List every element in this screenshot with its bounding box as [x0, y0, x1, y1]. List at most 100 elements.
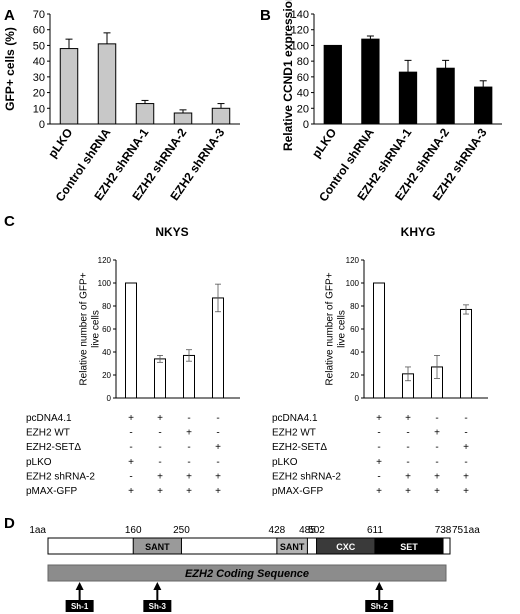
shrna-site-label: Sh-3 — [149, 602, 167, 611]
condition-sign: - — [129, 442, 132, 453]
y-tick-label: 0 — [39, 119, 45, 131]
y-tick-label: 60 — [350, 325, 359, 334]
condition-sign: + — [376, 486, 382, 497]
condition-sign: + — [128, 413, 134, 424]
shrna-site-box — [65, 600, 94, 612]
y-tick-label: 80 — [297, 56, 309, 68]
y-tick-label: 0 — [303, 119, 309, 131]
domain-box — [374, 537, 444, 555]
y-tick-label: 20 — [102, 371, 111, 380]
condition-sign: - — [216, 413, 219, 424]
chart-c-nkys: NKYS 0 20 40 60 80 100 120 Relative number of GF… — [26, 225, 240, 497]
panel-label-b: B — [260, 7, 271, 24]
y-tick-label: 10 — [33, 103, 45, 115]
condition-sign: + — [215, 471, 221, 482]
y-tick-label: 60 — [102, 325, 111, 334]
condition-sign: + — [157, 486, 163, 497]
domain-box — [132, 537, 182, 555]
condition-sign: - — [377, 471, 380, 482]
condition-sign: + — [463, 471, 469, 482]
position-label: 250 — [173, 525, 190, 536]
chart-title: NKYS — [155, 225, 188, 239]
y-axis-label: Relative number of GFP+live cells — [79, 272, 102, 385]
domain-label: SANT — [145, 542, 170, 552]
y-tick-label: 0 — [107, 394, 112, 403]
condition-sign: + — [186, 428, 192, 439]
y-axis-label: GFP+ cells (%) — [3, 27, 17, 111]
y-tick-label: 100 — [98, 279, 112, 288]
chart-title: KHYG — [401, 225, 436, 239]
coding-sequence-bar — [47, 564, 447, 582]
y-tick-label: 140 — [291, 9, 309, 21]
shrna-site-label: Sh-2 — [371, 602, 389, 611]
y-tick-label: 120 — [98, 256, 112, 265]
position-label: 160 — [125, 525, 142, 536]
y-tick-label: 20 — [297, 103, 309, 115]
y-tick-label: 20 — [350, 371, 359, 380]
condition-label: pLKO — [26, 457, 52, 468]
y-tick-label: 80 — [102, 302, 111, 311]
condition-sign: - — [158, 428, 161, 439]
condition-sign: + — [434, 428, 440, 439]
bar — [183, 354, 195, 399]
condition-sign: + — [434, 486, 440, 497]
condition-sign: + — [215, 486, 221, 497]
position-label: 485 — [299, 525, 316, 536]
position-label: 751aa — [452, 525, 480, 536]
position-label: 428 — [269, 525, 286, 536]
condition-sign: - — [158, 442, 161, 453]
condition-sign: - — [406, 457, 409, 468]
y-tick-label: 100 — [346, 279, 360, 288]
condition-label: pcDNA4.1 — [272, 413, 318, 424]
condition-sign: - — [158, 457, 161, 468]
condition-label: EZH2 shRNA-2 — [272, 471, 341, 482]
condition-label: EZH2 WT — [272, 428, 316, 439]
y-tick-label: 100 — [291, 40, 309, 52]
domain-label: CXC — [336, 542, 356, 552]
x-tick-label: pLKO — [45, 126, 75, 161]
condition-sign: + — [463, 486, 469, 497]
condition-sign: - — [464, 428, 467, 439]
condition-sign: + — [128, 457, 134, 468]
y-tick-label: 40 — [297, 88, 309, 100]
condition-sign: - — [464, 457, 467, 468]
condition-sign: - — [435, 442, 438, 453]
condition-sign: - — [435, 413, 438, 424]
position-label: 1aa — [29, 525, 46, 536]
condition-label: pcDNA4.1 — [26, 413, 72, 424]
condition-sign: + — [463, 442, 469, 453]
condition-sign: + — [128, 486, 134, 497]
condition-label: pMAX-GFP — [272, 486, 323, 497]
domain-label: SET — [400, 542, 418, 552]
x-tick-label: pLKO — [309, 126, 339, 161]
shrna-site-box — [143, 600, 172, 612]
bar — [436, 67, 455, 125]
y-axis-label: Relative CCND1 expressions — [281, 0, 295, 151]
domain-label: SANT — [280, 542, 305, 552]
y-tick-label: 120 — [291, 25, 309, 37]
domain-box — [276, 537, 308, 555]
condition-sign: - — [129, 428, 132, 439]
bar — [59, 48, 79, 125]
condition-sign: - — [377, 442, 380, 453]
bar — [212, 297, 224, 399]
bar — [173, 112, 193, 125]
y-tick-label: 40 — [102, 348, 111, 357]
condition-sign: - — [216, 428, 219, 439]
panel-label-a: A — [4, 7, 15, 24]
condition-sign: + — [157, 471, 163, 482]
shrna-site-label: Sh-1 — [71, 602, 89, 611]
condition-sign: + — [434, 471, 440, 482]
condition-sign: + — [157, 413, 163, 424]
y-tick-label: 20 — [33, 88, 45, 100]
bar — [135, 103, 155, 125]
y-tick-label: 40 — [350, 348, 359, 357]
bar — [474, 86, 493, 125]
condition-sign: - — [377, 428, 380, 439]
bar — [373, 282, 385, 399]
condition-sign: - — [464, 413, 467, 424]
condition-sign: - — [216, 457, 219, 468]
condition-sign: - — [406, 428, 409, 439]
